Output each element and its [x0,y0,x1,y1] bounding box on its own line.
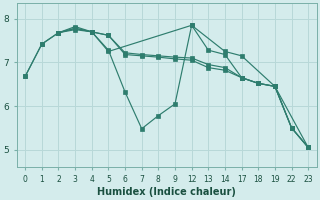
X-axis label: Humidex (Indice chaleur): Humidex (Indice chaleur) [97,187,236,197]
